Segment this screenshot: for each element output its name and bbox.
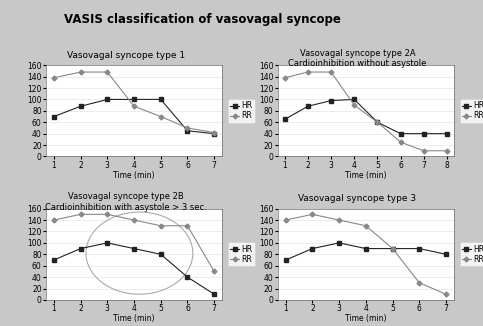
RR (131, 218, 137, 222)
RR (211, 269, 217, 273)
HR (185, 275, 190, 279)
HR (158, 252, 164, 256)
RR (305, 70, 311, 74)
RR (78, 70, 84, 74)
RR (78, 213, 84, 216)
HR (328, 98, 334, 102)
Line: RR: RR (52, 213, 216, 273)
RR (51, 76, 57, 80)
HR (336, 241, 342, 245)
RR (444, 149, 450, 153)
HR (158, 97, 164, 101)
HR (131, 246, 137, 250)
RR (104, 70, 110, 74)
Legend: HR, RR: HR, RR (460, 243, 483, 266)
RR (158, 114, 164, 118)
Text: Vasovagal syncope type 2A
Cardioinhibition without asystole: Vasovagal syncope type 2A Cardioinhibiti… (288, 49, 426, 68)
HR (443, 252, 449, 256)
RR (328, 70, 334, 74)
Text: VASIS classification of vasovagal syncope: VASIS classification of vasovagal syncop… (64, 13, 341, 26)
Legend: HR, RR: HR, RR (228, 99, 255, 123)
X-axis label: Time (min): Time (min) (114, 315, 155, 323)
HR (390, 246, 396, 250)
RR (158, 224, 164, 228)
HR (78, 104, 84, 108)
RR (421, 149, 427, 153)
HR (444, 132, 450, 136)
HR (283, 258, 289, 262)
HR (421, 132, 427, 136)
RR (131, 104, 137, 108)
RR (443, 292, 449, 296)
RR (185, 224, 190, 228)
RR (211, 130, 217, 134)
Legend: HR, RR: HR, RR (460, 99, 483, 123)
RR (51, 218, 57, 222)
HR (185, 129, 190, 133)
RR (363, 224, 369, 228)
X-axis label: Time (min): Time (min) (114, 171, 155, 180)
HR (398, 132, 404, 136)
Text: Vasovagal syncope type 2B
Cardioinhibition with asystole > 3 sec.: Vasovagal syncope type 2B Cardioinhibiti… (45, 192, 206, 212)
RR (185, 126, 190, 130)
HR (104, 241, 110, 245)
Line: HR: HR (52, 241, 216, 296)
X-axis label: Time (min): Time (min) (345, 171, 386, 180)
HR (78, 246, 84, 250)
HR (351, 97, 357, 101)
RR (336, 218, 342, 222)
RR (310, 213, 315, 216)
RR (282, 76, 287, 80)
RR (416, 281, 422, 285)
RR (390, 246, 396, 250)
Line: RR: RR (283, 70, 449, 153)
HR (211, 132, 217, 136)
RR (283, 218, 289, 222)
HR (375, 120, 381, 124)
Line: HR: HR (52, 98, 216, 135)
HR (363, 246, 369, 250)
Line: RR: RR (52, 70, 216, 134)
X-axis label: Time (min): Time (min) (345, 315, 386, 323)
RR (351, 103, 357, 107)
HR (51, 258, 57, 262)
HR (104, 97, 110, 101)
Legend: HR, RR: HR, RR (228, 243, 255, 266)
HR (305, 104, 311, 108)
RR (398, 140, 404, 144)
RR (104, 213, 110, 216)
HR (211, 292, 217, 296)
Line: HR: HR (284, 241, 448, 262)
HR (51, 114, 57, 118)
RR (375, 120, 381, 124)
HR (310, 246, 315, 250)
HR (282, 117, 287, 121)
Line: RR: RR (284, 213, 448, 296)
Line: HR: HR (283, 98, 449, 135)
Text: Vasovagal syncope type 3: Vasovagal syncope type 3 (298, 194, 416, 203)
HR (416, 246, 422, 250)
Text: Vasovagal syncope type 1: Vasovagal syncope type 1 (67, 51, 185, 60)
HR (131, 97, 137, 101)
